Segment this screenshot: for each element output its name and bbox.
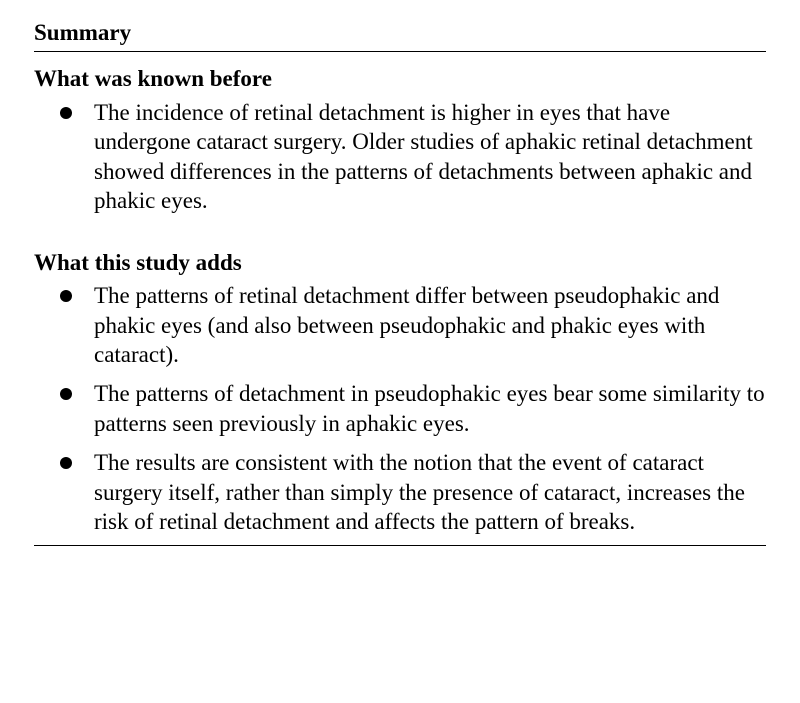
list-item: The patterns of detachment in pseudophak…	[34, 379, 766, 438]
list-item: The patterns of retinal detachment diffe…	[34, 281, 766, 369]
bullet-list-study-adds: The patterns of retinal detachment diffe…	[34, 281, 766, 537]
bottom-rule	[34, 545, 766, 546]
bullet-text: The incidence of retinal detachment is h…	[94, 100, 753, 213]
section-gap	[34, 220, 766, 242]
bullet-text: The patterns of retinal detachment diffe…	[94, 283, 719, 367]
section-heading-known-before: What was known before	[34, 64, 766, 93]
bullet-text: The results are consistent with the noti…	[94, 450, 745, 534]
list-item: The incidence of retinal detachment is h…	[34, 98, 766, 216]
top-rule	[34, 51, 766, 52]
summary-title: Summary	[34, 18, 766, 47]
bullet-text: The patterns of detachment in pseudophak…	[94, 381, 765, 435]
bullet-icon	[60, 107, 72, 119]
bullet-list-known-before: The incidence of retinal detachment is h…	[34, 98, 766, 216]
bullet-icon	[60, 290, 72, 302]
section-heading-study-adds: What this study adds	[34, 248, 766, 277]
list-item: The results are consistent with the noti…	[34, 448, 766, 536]
bullet-icon	[60, 388, 72, 400]
bullet-icon	[60, 457, 72, 469]
summary-box: Summary What was known before The incide…	[0, 0, 800, 703]
